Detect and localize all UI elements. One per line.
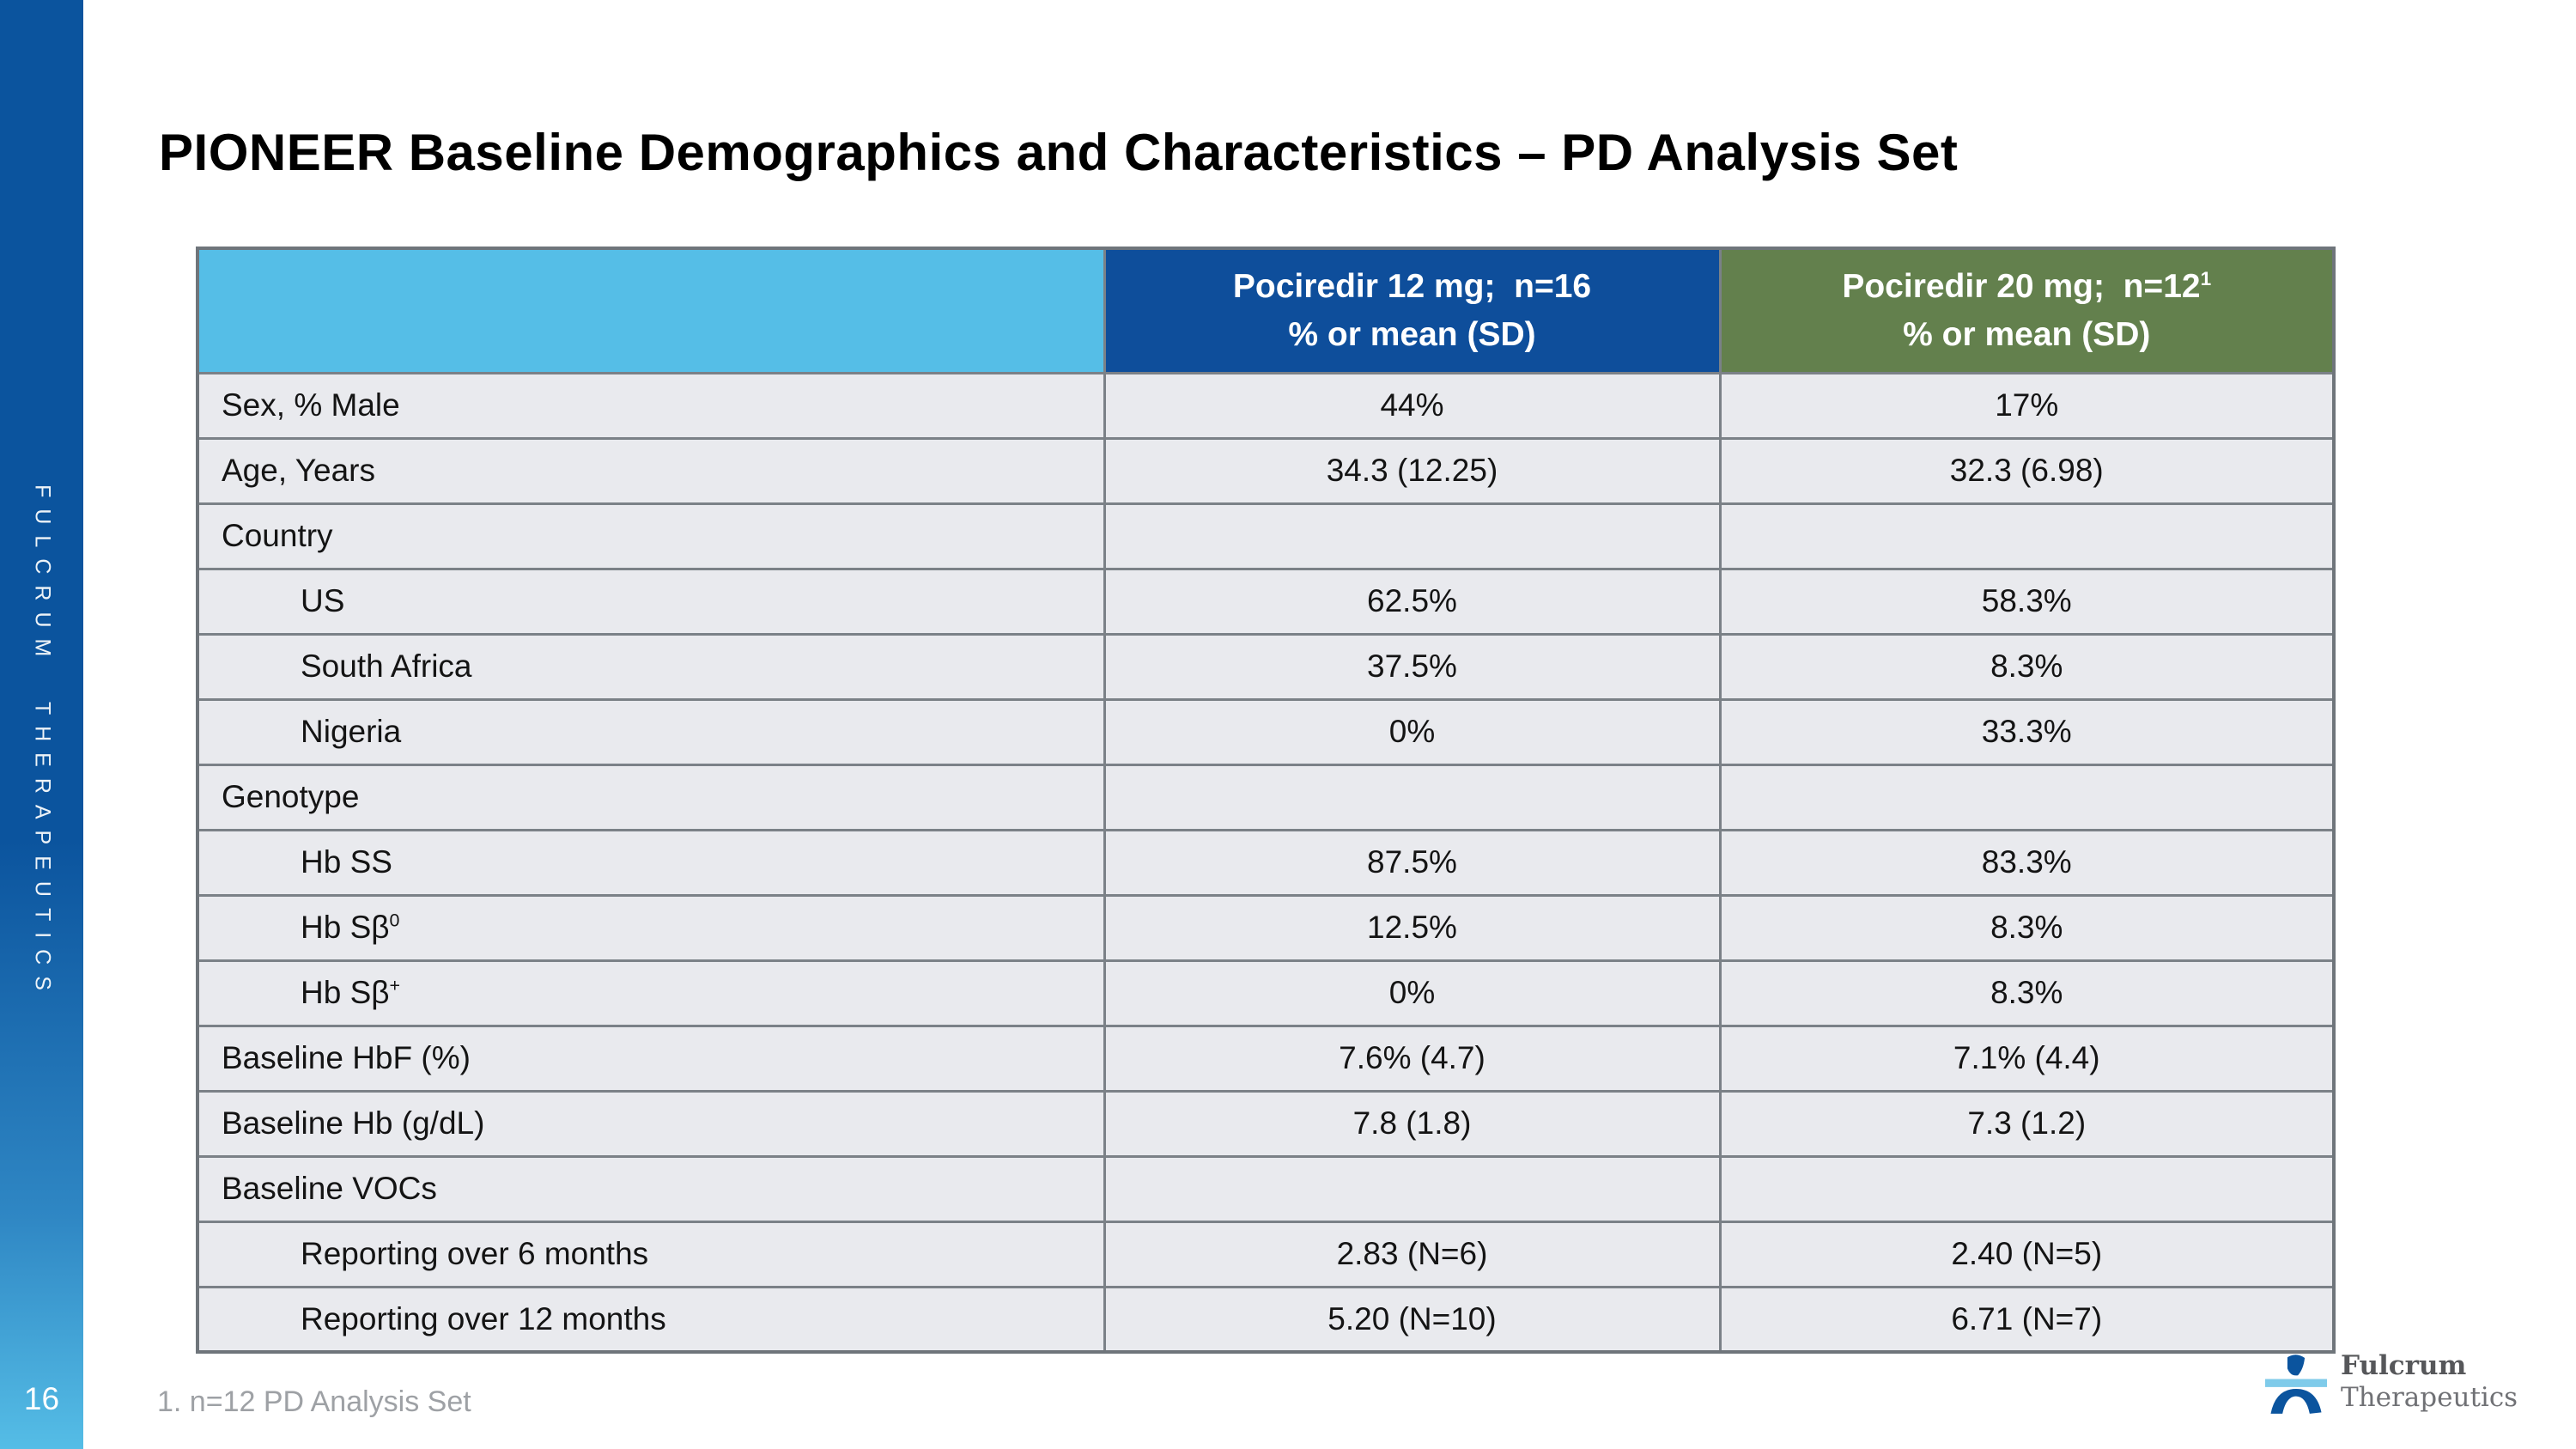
header-col3-line1: Pociredir 20 mg; n=12 — [1842, 267, 2201, 305]
table-row: Reporting over 12 months 5.20 (N=10) 6.71 … — [196, 1285, 2336, 1354]
logo-name-line2: Therapeutics — [2341, 1382, 2518, 1413]
table-header-row: Pociredir 12 mg; n=16 % or mean (SD) Poc… — [196, 247, 2336, 374]
table-row: Genotype — [196, 763, 2336, 831]
header-pociredir-12mg: Pociredir 12 mg; n=16 % or mean (SD) — [1103, 247, 1722, 374]
table-row: Nigeria 0% 33.3% — [196, 697, 2336, 766]
value-12mg: 2.83 (N=6) — [1103, 1220, 1722, 1288]
value-12mg — [1103, 763, 1722, 831]
row-label: Age, Years — [196, 436, 1106, 505]
value-20mg: 7.1% (4.4) — [1718, 1024, 2336, 1093]
row-label: Nigeria — [196, 697, 1106, 766]
value-12mg: 37.5% — [1103, 632, 1722, 701]
table-row: South Africa 37.5% 8.3% — [196, 632, 2336, 701]
row-label: Hb SS — [196, 828, 1106, 897]
value-20mg: 8.3% — [1718, 959, 2336, 1027]
header-col2-line2: % or mean (SD) — [1288, 315, 1536, 353]
value-12mg — [1103, 502, 1722, 570]
value-12mg: 12.5% — [1103, 893, 1722, 962]
value-12mg: 0% — [1103, 959, 1722, 1027]
value-20mg: 32.3 (6.98) — [1718, 436, 2336, 505]
value-20mg: 6.71 (N=7) — [1718, 1285, 2336, 1354]
sidebar-brand-vertical-text: FULCRUM THERAPEUTICS — [30, 484, 55, 1002]
row-label: South Africa — [196, 632, 1106, 701]
row-label: Baseline Hb (g/dL) — [196, 1089, 1106, 1158]
page-number: 16 — [23, 1381, 60, 1416]
value-20mg: 8.3% — [1718, 632, 2336, 701]
sidebar: FULCRUM THERAPEUTICS 16 — [0, 0, 83, 1449]
table-row: US 62.5% 58.3% — [196, 567, 2336, 636]
value-12mg — [1103, 1154, 1722, 1223]
row-label: Reporting over 6 months — [196, 1220, 1106, 1288]
fulcrum-logo-text: Fulcrum Therapeutics — [2341, 1350, 2518, 1414]
value-12mg: 5.20 (N=10) — [1103, 1285, 1722, 1354]
value-20mg: 7.3 (1.2) — [1718, 1089, 2336, 1158]
value-12mg: 34.3 (12.25) — [1103, 436, 1722, 505]
row-label: US — [196, 567, 1106, 636]
header-col3-line2: % or mean (SD) — [1903, 315, 2151, 353]
value-20mg: 33.3% — [1718, 697, 2336, 766]
footnote: 1. n=12 PD Analysis Set — [157, 1385, 471, 1418]
value-20mg: 8.3% — [1718, 893, 2336, 962]
table-row: Baseline Hb (g/dL) 7.8 (1.8) 7.3 (1.2) — [196, 1089, 2336, 1158]
table-row: Baseline HbF (%) 7.6% (4.7) 7.1% (4.4) — [196, 1024, 2336, 1093]
row-label: Hb Sβ0 — [196, 893, 1106, 962]
value-20mg — [1718, 502, 2336, 570]
table-row: Reporting over 6 months 2.83 (N=6) 2.40 (N… — [196, 1220, 2336, 1288]
value-20mg: 58.3% — [1718, 567, 2336, 636]
slide-title: PIONEER Baseline Demographics and Charac… — [159, 124, 1959, 181]
row-label: Sex, % Male — [196, 371, 1106, 440]
row-label: Baseline VOCs — [196, 1154, 1106, 1223]
header-pociredir-20mg: Pociredir 20 mg; n=121 % or mean (SD) — [1718, 247, 2336, 374]
value-12mg: 62.5% — [1103, 567, 1722, 636]
table-row: Hb Sβ+ 0% 8.3% — [196, 959, 2336, 1027]
header-empty-cell — [196, 247, 1106, 374]
table-row: Sex, % Male 44% 17% — [196, 371, 2336, 440]
value-12mg: 87.5% — [1103, 828, 1722, 897]
value-12mg: 0% — [1103, 697, 1722, 766]
demographics-table: Pociredir 12 mg; n=16 % or mean (SD) Poc… — [196, 247, 2336, 1354]
logo-name-line1: Fulcrum — [2341, 1350, 2467, 1381]
value-12mg: 7.8 (1.8) — [1103, 1089, 1722, 1158]
row-label: Reporting over 12 months — [196, 1285, 1106, 1354]
value-20mg: 17% — [1718, 371, 2336, 440]
table-row: Age, Years 34.3 (12.25) 32.3 (6.98) — [196, 436, 2336, 505]
table-row: Hb SS 87.5% 83.3% — [196, 828, 2336, 897]
value-12mg: 7.6% (4.7) — [1103, 1024, 1722, 1093]
value-20mg — [1718, 1154, 2336, 1223]
fulcrum-logo: Fulcrum Therapeutics — [2265, 1350, 2518, 1416]
table-row: Baseline VOCs — [196, 1154, 2336, 1223]
table-row: Country — [196, 502, 2336, 570]
value-20mg: 83.3% — [1718, 828, 2336, 897]
row-label-superscript: 0 — [389, 910, 400, 931]
row-label: Genotype — [196, 763, 1106, 831]
fulcrum-logo-icon — [2265, 1355, 2327, 1414]
row-label: Hb Sβ+ — [196, 959, 1106, 1027]
row-label: Country — [196, 502, 1106, 570]
value-20mg — [1718, 763, 2336, 831]
value-20mg: 2.40 (N=5) — [1718, 1220, 2336, 1288]
header-col3-superscript: 1 — [2200, 267, 2212, 289]
row-label-superscript: + — [389, 975, 401, 996]
row-label: Baseline HbF (%) — [196, 1024, 1106, 1093]
table-row: Hb Sβ0 12.5% 8.3% — [196, 893, 2336, 962]
value-12mg: 44% — [1103, 371, 1722, 440]
header-col2-line1: Pociredir 12 mg; n=16 — [1232, 267, 1592, 305]
